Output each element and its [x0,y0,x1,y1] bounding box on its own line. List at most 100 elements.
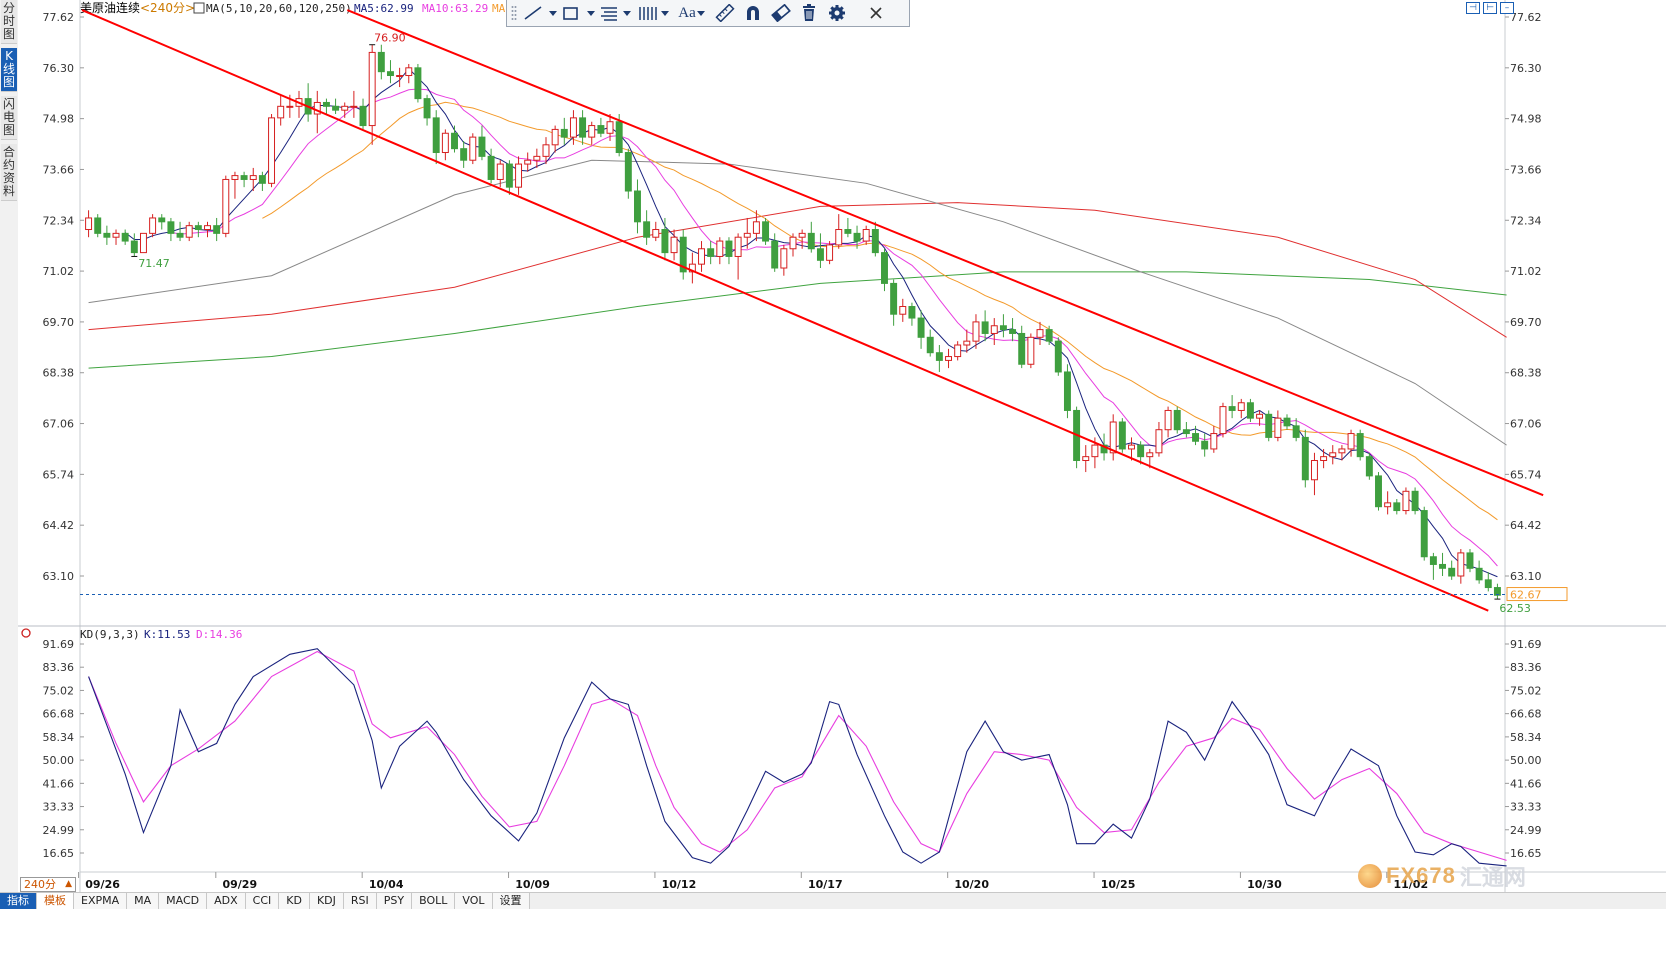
candle-body [807,232,815,250]
candle-body [698,248,705,265]
candle [752,210,760,242]
ruler-icon[interactable] [711,2,739,24]
logo-globe-icon [1358,864,1382,888]
tab-rsi[interactable]: RSI [343,893,377,910]
candle [1292,418,1300,442]
eraser-icon[interactable] [767,2,795,24]
candle [652,221,660,242]
tab-psy[interactable]: PSY [376,893,413,910]
candle [1045,325,1053,346]
tab-ma[interactable]: MA [127,893,160,910]
candle-body [441,132,449,154]
candle-body [743,232,751,238]
candle [1466,549,1474,573]
candle [1237,398,1245,419]
side-tab-kline[interactable]: K线图 [1,48,17,92]
tab-boll[interactable]: BOLL [412,893,456,910]
candle [1082,445,1090,473]
candle-body [963,340,971,346]
tab-expma[interactable]: EXPMA [74,893,128,910]
candle-body [597,125,605,134]
minimize-icon[interactable]: – [1500,2,1514,14]
candle-body [524,159,532,165]
candle [496,160,504,188]
candle [853,225,861,249]
trash-icon[interactable] [795,2,823,24]
ma-params: MA(5,10,20,60,120,250) [206,2,352,15]
candle [1155,422,1163,457]
tab-macd[interactable]: MACD [159,893,208,910]
low-annotation: 71.47 [138,257,170,270]
candle [1475,560,1483,584]
candle [1182,422,1190,438]
kd-settings-icon[interactable] [21,628,31,638]
kline-chart[interactable]: 美原油连续 <240分> MA(5,10,20,60,120,250) MA5:… [18,0,1666,892]
candle-body [1283,417,1291,427]
current-price-tag [1506,587,1568,602]
gear-icon[interactable] [823,2,851,24]
candle [560,117,568,145]
candle-body [533,155,541,161]
period-selector[interactable]: 240分 ▲ [20,877,76,892]
candle-body [1164,409,1172,431]
candle-body [1384,502,1392,508]
side-tab-time[interactable]: 分时图 [1,0,17,44]
candle [1484,572,1492,592]
candle [167,217,175,242]
candle [606,114,614,141]
candle [679,229,687,280]
candle-body [139,232,147,254]
candle-body [213,225,221,234]
candle-body [579,117,587,138]
candle [1201,433,1209,457]
candle [670,229,678,261]
bars-tool-icon[interactable] [635,2,673,24]
candle [1274,410,1282,442]
candle [643,210,651,245]
candle-body [1246,402,1254,419]
fib-tool-icon[interactable] [597,2,635,24]
magnet-icon[interactable] [739,2,767,24]
side-tab-contract[interactable]: 合约资料 [1,144,17,201]
tab-kd[interactable]: KD [279,893,310,910]
text-tool-icon[interactable]: Aa [673,2,711,24]
shape-tool-icon[interactable] [559,2,597,24]
kd-axis-label-left: 16.65 [43,847,75,860]
candle [460,140,468,168]
candle [396,67,404,88]
candle-body [1347,433,1355,450]
price-axis-label-left: 77.62 [43,11,75,24]
candle [881,248,888,292]
candle [661,217,669,261]
candle [1063,364,1071,419]
line-tool-icon[interactable] [521,2,559,24]
tab-settings[interactable]: 设置 [492,893,530,910]
candle-body [268,117,276,184]
candle [377,44,385,80]
tab-templates[interactable]: 模板 [37,893,74,910]
close-icon[interactable] [851,2,901,24]
ma-toggle-icon[interactable] [193,2,205,14]
candle-body [762,221,770,242]
candle-body [871,229,879,254]
candle [899,298,907,322]
candle-body [396,75,404,78]
candle [359,98,367,130]
date-label: 09/29 [222,878,257,891]
candle [231,171,239,199]
tab-indicators[interactable]: 指标 [0,893,37,910]
tab-cci[interactable]: CCI [245,893,280,910]
side-tab-flash[interactable]: 闪电图 [1,96,17,140]
tab-vol[interactable]: VOL [455,893,493,910]
candle-body [1411,490,1419,512]
candle [350,90,358,118]
layout-right-icon[interactable]: ⊢ [1483,2,1497,14]
candle [112,229,120,245]
candle [1365,452,1373,480]
candle [945,348,952,369]
grip-icon[interactable] [507,2,521,24]
tab-kdj[interactable]: KDJ [309,893,344,910]
tab-adx[interactable]: ADX [207,893,246,910]
layout-left-icon[interactable]: ⊣ [1466,2,1480,14]
candle-body [908,306,916,319]
